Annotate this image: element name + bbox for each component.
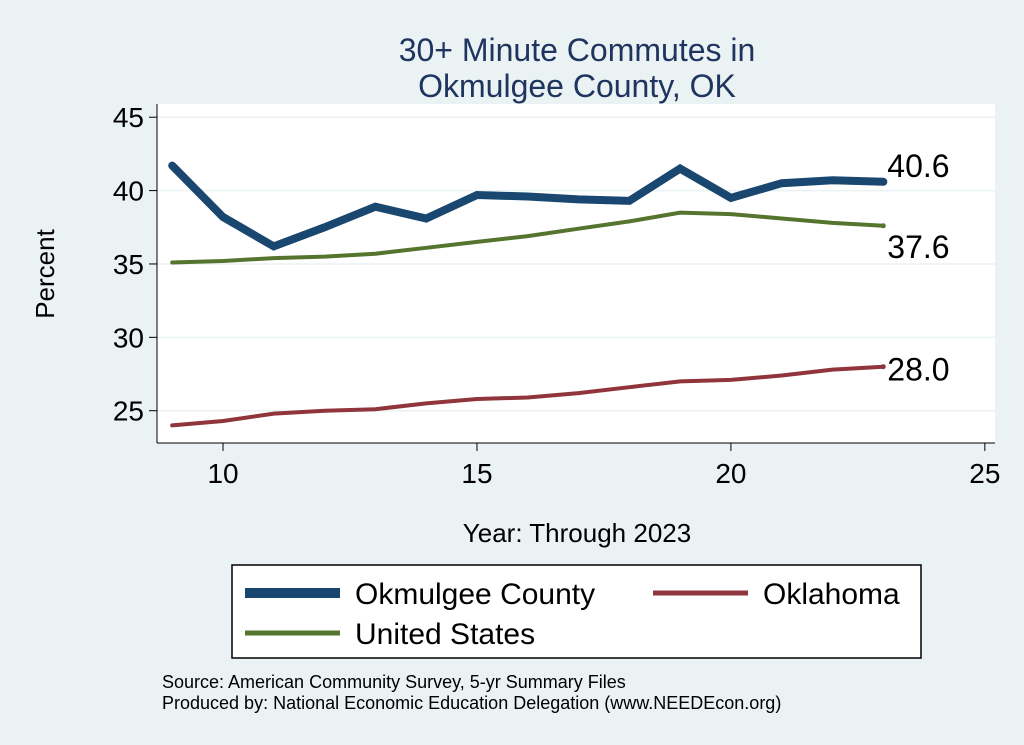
series-lines: 40.6 28.0 37.6 bbox=[168, 148, 950, 428]
x-tick-label: 15 bbox=[461, 458, 492, 489]
chart-title-line-2: Okmulgee County, OK bbox=[418, 68, 736, 104]
series-end-point-2 bbox=[880, 223, 886, 229]
legend-label-okmulgee: Okmulgee County bbox=[355, 578, 595, 611]
series-end-point-0 bbox=[880, 179, 886, 185]
producer-note: Produced by: National Economic Education… bbox=[162, 693, 781, 713]
y-tick-label: 45 bbox=[113, 102, 144, 133]
series-line-0 bbox=[168, 161, 888, 251]
legend-label-oklahoma: Oklahoma bbox=[763, 578, 900, 611]
y-tick-label: 40 bbox=[113, 176, 144, 207]
plot-area bbox=[157, 104, 995, 443]
series-line-2 bbox=[170, 210, 886, 265]
y-tick-label: 25 bbox=[113, 396, 144, 427]
series-end-point-1 bbox=[880, 364, 886, 370]
series-end-label-2: 37.6 bbox=[887, 229, 949, 265]
series-end-label-0: 40.6 bbox=[887, 148, 949, 184]
x-tick-label: 20 bbox=[715, 458, 746, 489]
source-note: Source: American Community Survey, 5-yr … bbox=[162, 672, 626, 692]
series-line-1 bbox=[170, 364, 886, 428]
axes: 25 30 35 40 45 10 15 20 25 bbox=[113, 102, 1001, 489]
x-tick-label: 25 bbox=[969, 458, 1000, 489]
y-tick-label: 35 bbox=[113, 249, 144, 280]
x-axis-title: Year: Through 2023 bbox=[463, 518, 691, 548]
legend-box bbox=[231, 564, 922, 659]
series-end-label-1: 28.0 bbox=[887, 352, 949, 388]
chart-title-line-1: 30+ Minute Commutes in bbox=[399, 32, 756, 68]
x-tick-label: 10 bbox=[207, 458, 238, 489]
y-tick-label: 30 bbox=[113, 322, 144, 353]
legend-label-united-states: United States bbox=[355, 618, 535, 651]
y-axis-title: Percent bbox=[30, 228, 60, 318]
